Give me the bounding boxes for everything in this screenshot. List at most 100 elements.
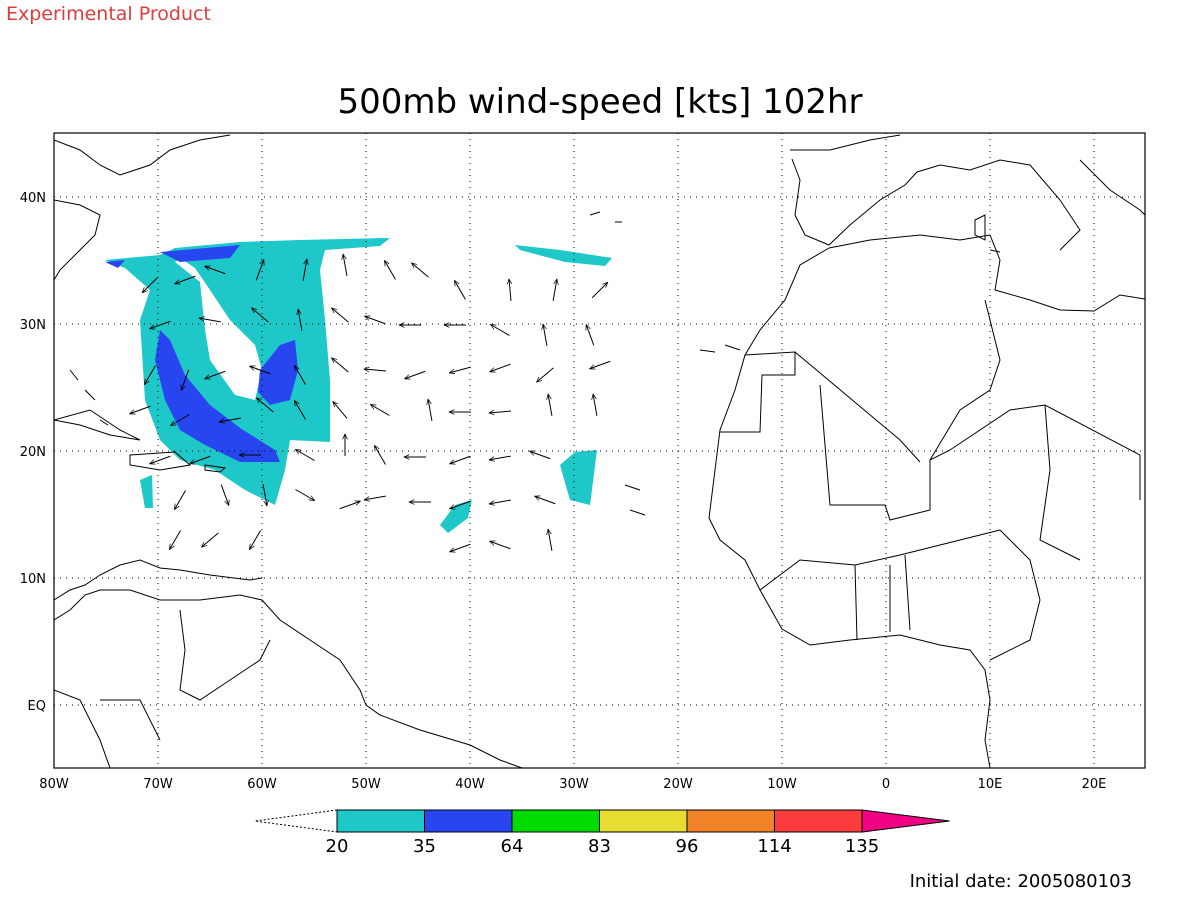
lat-tick-label: 20N [20, 445, 46, 460]
wind-arrow [142, 276, 159, 293]
colorbar: 20 35 64 83 96 114 135 [254, 809, 950, 857]
lat-tick-label: EQ [28, 699, 46, 714]
wind-arrow [220, 484, 229, 506]
wind-arrow [170, 530, 181, 549]
wind-arrow [405, 370, 426, 379]
wind-shade-hole [175, 258, 262, 400]
wind-arrow [537, 367, 554, 382]
lon-tick-label: 50W [351, 777, 381, 792]
wind-arrow [490, 541, 511, 550]
lon-tick-label: 70W [143, 777, 173, 792]
wind-arrow [548, 394, 553, 416]
wind-shade-20d [440, 500, 472, 533]
wind-arrow [295, 365, 306, 385]
wind-arrow [255, 260, 264, 281]
wind-arrow [385, 260, 396, 280]
coastline-south-america-inner [54, 609, 271, 768]
wind-arrow [593, 394, 598, 416]
coastline-europe [790, 134, 1145, 251]
wind-arrow [175, 275, 196, 284]
colorbar-over [861, 809, 950, 833]
wind-arrow [205, 370, 226, 379]
wind-arrows [130, 254, 611, 552]
lon-tick-label: 10E [978, 777, 1003, 792]
wind-arrow [489, 455, 511, 460]
wind-arrow [543, 324, 548, 346]
wind-arrow [548, 529, 553, 551]
lon-tick-label: 60W [247, 777, 277, 792]
lon-tick-label: 20W [663, 777, 693, 792]
wind-arrow [489, 499, 511, 504]
colorbar-label: 83 [588, 836, 611, 857]
wind-arrow [175, 490, 186, 509]
wind-arrow [370, 405, 390, 416]
colorbar-box [336, 809, 425, 833]
wind-arrow [150, 320, 171, 329]
wind-arrow [552, 279, 557, 301]
wind-arrow [190, 455, 211, 464]
coastline-mediterranean [828, 234, 1145, 312]
tick-labels: 80W 70W 60W 50W 40W 30W 20W 10W 0 10E 20E 40N 30N 20N… [20, 191, 1107, 792]
map-title: 500mb wind-speed [kts] 102hr [337, 82, 862, 122]
wind-arrow [150, 455, 171, 464]
wind-arrow [332, 358, 349, 373]
colorbar-label: 64 [501, 836, 524, 857]
wind-arrow [170, 414, 190, 426]
colorbar-under [254, 809, 338, 833]
wind-arrow [428, 399, 433, 421]
wind-arrow [450, 500, 471, 509]
wind-arrow [333, 402, 348, 419]
wind-arrow [295, 400, 306, 420]
wind-arrow [295, 489, 314, 501]
initial-date: Initial date: 2005080103 [910, 871, 1132, 892]
wind-arrow [535, 496, 556, 505]
lon-tick-label: 80W [39, 777, 69, 792]
wind-arrow [509, 279, 511, 302]
colorbar-label: 135 [845, 836, 879, 857]
colorbar-box [424, 809, 513, 833]
wind-arrow [252, 308, 269, 323]
wind-arrow [145, 365, 156, 384]
wind-arrow [298, 309, 303, 331]
wind-arrow [343, 254, 348, 276]
wind-arrow [365, 316, 386, 325]
lat-tick-label: 30N [20, 318, 46, 333]
lat-tick-label: 10N [20, 572, 46, 587]
lon-tick-label: 10W [767, 777, 797, 792]
wind-shade-35c [105, 245, 240, 268]
wind-arrow [364, 495, 386, 500]
colorbar-label: 96 [676, 836, 699, 857]
wind-arrow [449, 366, 471, 373]
wind-arrow [219, 417, 241, 422]
wind-arrow [339, 501, 361, 510]
coastline-caribbean [54, 369, 227, 473]
wind-arrow [332, 308, 349, 323]
lon-tick-label: 20E [1082, 777, 1107, 792]
wind-arrow [130, 405, 151, 414]
wind-arrow [530, 451, 551, 460]
lat-tick-label: 40N [20, 191, 46, 206]
wind-arrow [262, 484, 267, 506]
lon-tick-label: 30W [559, 777, 589, 792]
wind-arrow [205, 266, 226, 275]
wind-arrow [250, 366, 271, 375]
country-borders-africa [720, 299, 1141, 661]
wind-arrow [490, 325, 510, 336]
lon-tick-label: 40W [455, 777, 485, 792]
wind-arrow [450, 543, 471, 552]
wind-shade-20c [560, 450, 597, 505]
map-area [54, 133, 1145, 768]
wind-arrow [490, 363, 511, 372]
wind-arrow [202, 532, 219, 547]
wind-arrow [295, 450, 315, 461]
wind-shade-35b [258, 340, 298, 405]
lon-tick-label: 0 [882, 777, 890, 792]
colorbar-box [774, 809, 863, 833]
wind-shade-20b [515, 245, 612, 266]
coastline-north-america [54, 134, 231, 281]
coastline-south-america [54, 589, 523, 768]
colorbar-label: 20 [326, 836, 349, 857]
wind-shade-35 [155, 330, 280, 462]
map-frame [53, 132, 1146, 769]
